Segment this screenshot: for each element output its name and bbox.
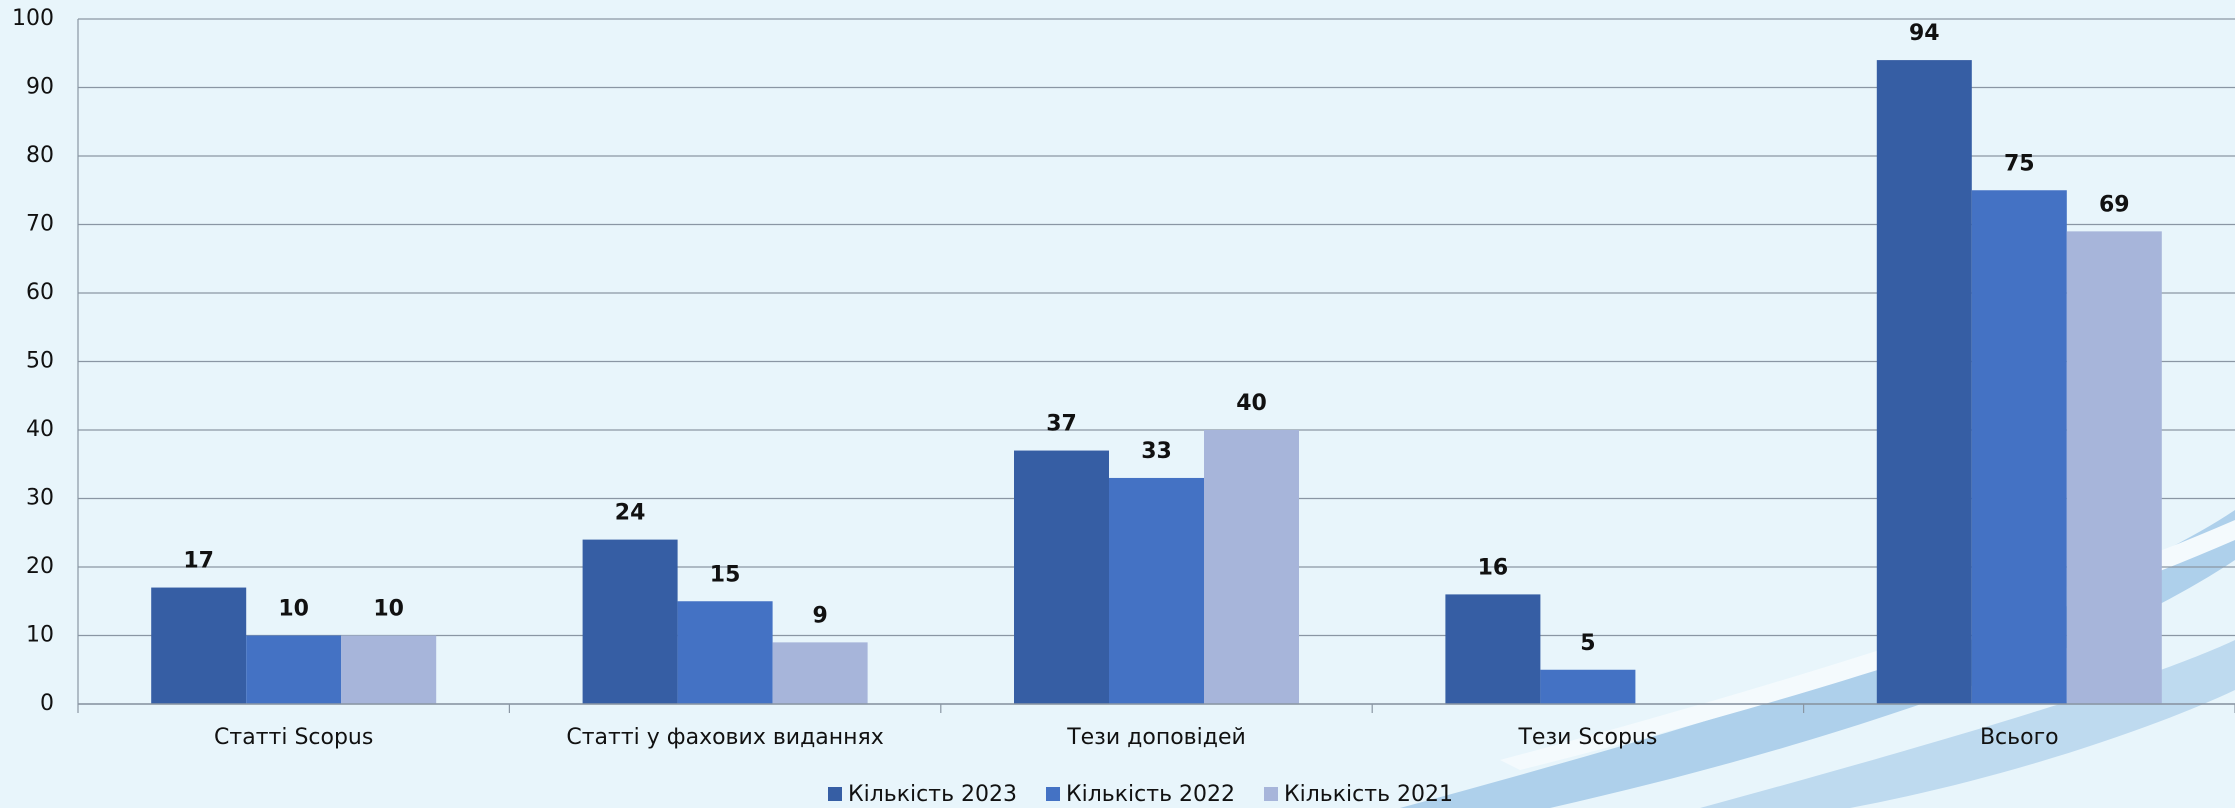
legend-swatch — [1264, 787, 1278, 801]
data-label: 37 — [1046, 412, 1077, 437]
bar — [1971, 190, 2067, 704]
data-label: 69 — [2099, 192, 2130, 217]
bar — [341, 635, 437, 704]
bar — [582, 539, 678, 704]
bar — [1876, 60, 1972, 705]
legend-swatch — [1046, 787, 1060, 801]
data-label: 15 — [710, 562, 741, 587]
data-label: 10 — [373, 597, 404, 622]
y-tick-label: 80 — [26, 143, 54, 168]
y-tick-label: 0 — [40, 691, 54, 716]
y-tick-label: 70 — [26, 212, 54, 237]
bar — [246, 635, 342, 704]
y-tick-label: 30 — [26, 486, 54, 511]
bar — [1540, 669, 1636, 704]
data-label: 16 — [1478, 555, 1509, 580]
x-tick-label: Тези Scopus — [1517, 725, 1657, 750]
y-tick-label: 50 — [26, 349, 54, 374]
bar — [151, 587, 247, 704]
y-tick-label: 60 — [26, 280, 54, 305]
bar — [772, 642, 868, 704]
data-label: 17 — [183, 549, 214, 574]
data-label: 24 — [615, 501, 646, 526]
y-tick-label: 100 — [12, 6, 54, 31]
legend-label: Кількість 2022 — [1066, 782, 1235, 807]
y-tick-label: 40 — [26, 417, 54, 442]
background-swoosh — [1400, 510, 2235, 808]
x-tick-label: Тези доповідей — [1066, 725, 1246, 750]
bar — [1014, 450, 1109, 704]
bar — [677, 601, 773, 704]
legend-label: Кількість 2021 — [1284, 782, 1453, 807]
data-label: 9 — [812, 603, 827, 628]
data-label: 10 — [278, 597, 309, 622]
legend-swatch — [828, 787, 842, 801]
x-tick-label: Статті Scopus — [214, 725, 373, 750]
data-label: 33 — [1141, 439, 1172, 464]
bar — [1204, 430, 1299, 704]
bar — [1445, 594, 1541, 704]
y-tick-label: 20 — [26, 554, 54, 579]
data-label: 40 — [1236, 391, 1267, 416]
x-tick-label: Статті у фахових виданнях — [566, 725, 883, 750]
legend-label: Кількість 2023 — [848, 782, 1017, 807]
y-tick-label: 10 — [26, 623, 54, 648]
data-label: 75 — [2004, 151, 2035, 176]
data-label: 5 — [1580, 631, 1595, 656]
bar — [2066, 231, 2162, 704]
bar — [1109, 477, 1204, 704]
y-tick-label: 90 — [26, 75, 54, 100]
x-tick-label: Всього — [1980, 725, 2059, 750]
data-label: 94 — [1909, 21, 1940, 46]
